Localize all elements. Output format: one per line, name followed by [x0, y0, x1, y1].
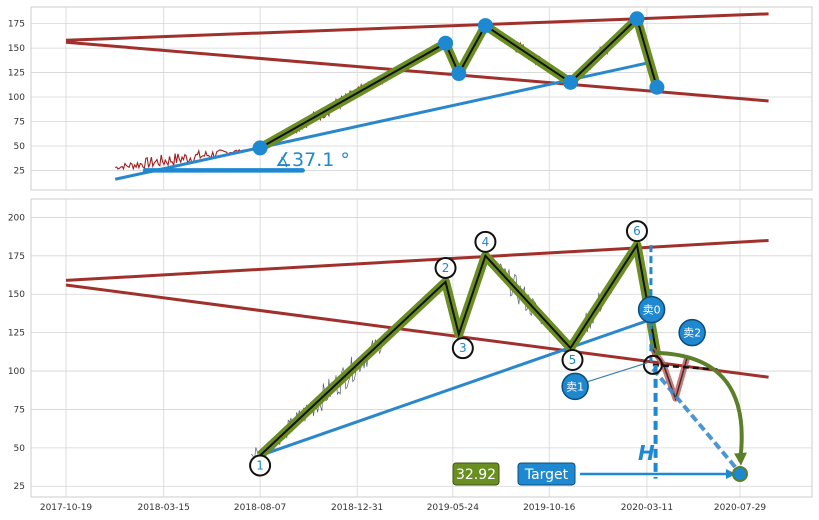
x-tick-label: 2017-10-19 — [40, 503, 93, 513]
sell-marker-label: 卖1 — [566, 380, 584, 393]
pattern-zigzag-core — [259, 242, 658, 457]
top-panel: 25 50 75 100 125 150 175 ∡37.1 ° — [8, 6, 813, 191]
pattern-point-marker — [561, 349, 584, 371]
x-tick-label: 2018-08-07 — [234, 503, 286, 513]
pattern-point — [252, 140, 268, 156]
pattern-point — [649, 79, 665, 95]
pattern-point-label: 6 — [633, 224, 641, 238]
sell-marker — [637, 295, 666, 324]
support-line — [259, 317, 654, 457]
pattern-point-label: 4 — [482, 235, 490, 249]
height-label: H — [638, 441, 655, 465]
pattern-point — [563, 74, 579, 90]
pattern-point — [629, 11, 645, 27]
sell-marker-label: 卖2 — [683, 327, 701, 340]
target-value-box — [452, 462, 500, 486]
target-label: Target — [524, 467, 569, 483]
y-tick-label: 150 — [8, 290, 25, 300]
y-tick-label: 125 — [8, 69, 25, 79]
x-tick-label: 2019-10-16 — [523, 503, 576, 513]
sell-marker — [678, 318, 706, 347]
pattern-point-marker — [434, 256, 457, 279]
plot-area — [30, 198, 813, 498]
neckline-extension — [652, 363, 718, 371]
y-tick-label: 75 — [14, 117, 25, 127]
pattern-point-marker — [451, 337, 474, 360]
target-label-box — [517, 462, 576, 486]
breakout-ring — [642, 354, 663, 375]
target-path — [651, 367, 738, 470]
pattern-point-label: 1 — [256, 459, 264, 473]
x-tick-label: 2018-03-15 — [138, 503, 190, 513]
y-tick-label: 50 — [14, 444, 26, 454]
y-tick-label: 175 — [8, 252, 25, 262]
x-tick-label: 2019-05-24 — [427, 503, 480, 513]
sell-marker-label: 卖0 — [643, 304, 661, 317]
pattern-point-label: 2 — [442, 261, 450, 275]
pattern-point-label: 5 — [569, 353, 577, 367]
upper-resistance-line — [65, 12, 769, 42]
y-tick-label: 25 — [14, 482, 25, 492]
x-tick-label: 2020-07-29 — [714, 503, 767, 513]
target-point — [732, 465, 748, 482]
pattern-point — [451, 66, 467, 82]
curved-arrow — [654, 350, 744, 462]
y-tick-label: 125 — [8, 329, 25, 339]
curved-arrow-head — [734, 452, 747, 466]
target-value: 32.92 — [456, 467, 496, 483]
pattern-point-marker — [625, 220, 648, 243]
pattern-point-marker — [249, 454, 272, 477]
pattern-point — [438, 35, 454, 51]
lower-resistance-line — [65, 283, 769, 379]
sell-marker — [561, 372, 589, 401]
y-tick-label: 200 — [8, 213, 25, 223]
y-tick-label: 75 — [14, 405, 25, 415]
sell-marker-leader — [584, 362, 648, 383]
x-tick-label: 2020-03-11 — [621, 503, 673, 513]
angle-label: ∡37.1 ° — [275, 149, 350, 171]
target-arrow-head — [726, 468, 736, 479]
y-tick-label: 175 — [8, 20, 25, 30]
y-tick-label: 150 — [8, 44, 25, 54]
pattern-point-label: 3 — [459, 341, 467, 355]
y-tick-label: 100 — [8, 367, 25, 377]
y-tick-label: 25 — [14, 166, 25, 176]
y-tick-label: 50 — [14, 142, 26, 152]
pattern-point-marker — [474, 230, 497, 253]
y-tick-label: 100 — [8, 93, 25, 103]
x-tick-label: 2018-12-31 — [331, 503, 383, 513]
pattern-point — [477, 18, 493, 34]
